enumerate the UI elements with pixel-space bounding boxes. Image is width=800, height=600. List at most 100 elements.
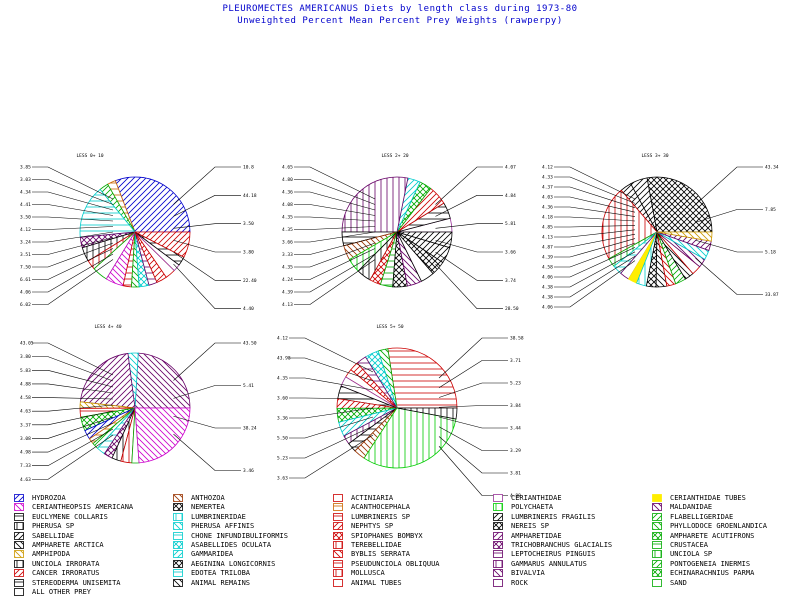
legend-item: ROCK <box>493 578 528 588</box>
slice-label: 3.33 <box>282 252 293 258</box>
leader-line <box>435 166 503 205</box>
leader-line <box>435 263 503 309</box>
slice-label: 5.83 <box>20 368 31 374</box>
slice-label: 4.35 <box>282 215 293 221</box>
slice-label: 4.63 <box>20 409 31 415</box>
slice-label: 4.36 <box>542 205 553 211</box>
slice-label: 4.06 <box>542 275 553 281</box>
legend-label: STEREODERMA UNISEMITA <box>32 578 121 587</box>
leader-line <box>32 356 114 382</box>
leader-line <box>173 385 241 399</box>
leader-line <box>435 223 503 229</box>
slice-label: 4.58 <box>542 265 553 271</box>
legend-item: CERIANTHIDAE TUBES <box>652 493 746 503</box>
legend-item: BIVALVIA <box>493 568 545 578</box>
leader-line <box>294 259 376 305</box>
slice-label: 3.44 <box>510 426 521 432</box>
legend-swatch <box>14 494 24 502</box>
leader-line <box>173 342 241 381</box>
leader-line <box>173 263 241 309</box>
leader-line <box>438 446 508 496</box>
leader-line <box>32 410 114 426</box>
legend-label: TRICHOBRANCHUS GLACIALIS <box>511 541 613 549</box>
slice-label: 4.87 <box>542 245 553 251</box>
slice-label: 38.58 <box>510 336 524 342</box>
slice-label: 44.18 <box>243 193 257 199</box>
slice-label: 4.88 <box>20 381 31 387</box>
leader-line <box>294 191 376 211</box>
leader-line <box>554 206 636 217</box>
legend-item: CHONE INFUNDIBULIFORMIS <box>173 531 288 541</box>
pie-3: LESS 3+ 30 4.12 4.33 4.37 4.03 4.36 4.18 4.85 4.… <box>542 153 779 311</box>
slice-label: 4.34 <box>20 190 31 196</box>
legend-swatch <box>493 559 503 568</box>
legend-swatch <box>493 578 503 587</box>
leader-line <box>554 233 636 248</box>
legend-swatch <box>652 503 662 512</box>
pie-slice <box>363 407 457 469</box>
legend-swatch <box>14 559 24 568</box>
legend-label: TEREBELLIDAE <box>351 541 402 549</box>
slice-label: 3.81 <box>510 471 521 477</box>
legend-swatch <box>333 503 343 512</box>
pie-slice <box>656 231 713 242</box>
leader-line <box>173 433 241 471</box>
slice-label: 4.38 <box>542 285 553 291</box>
legend-item: CERIANTHIDAE <box>493 493 562 503</box>
legend-swatch <box>14 578 24 587</box>
legend-swatch <box>14 588 24 596</box>
legend-swatch <box>333 494 343 502</box>
leader-line <box>32 216 114 222</box>
leader-line <box>289 337 374 373</box>
leader-line <box>32 191 114 211</box>
slice-label: 3.84 <box>510 403 521 409</box>
leader-line <box>32 226 114 230</box>
leader-line <box>32 248 114 280</box>
slice-label: 4.12 <box>542 165 553 171</box>
legend-label: ALL OTHER PREY <box>32 588 92 596</box>
pie-slice <box>134 231 191 258</box>
pie-2: LESS 2+ 20 4.65 4.80 4.36 4.08 4.35 4.35 3.66 3.… <box>282 153 519 312</box>
legend-item: STEREODERMA UNISEMITA <box>14 578 121 588</box>
legend-item: POLYCHAETA <box>493 502 553 512</box>
leader-line <box>438 382 508 398</box>
legend-label: AMPHARETE ACUTIFRONS <box>670 531 755 540</box>
leader-line <box>554 225 636 228</box>
slice-label: 3.71 <box>510 358 521 364</box>
pie-slice <box>646 176 713 233</box>
slice-label: 4.88 <box>510 493 521 499</box>
leader-line <box>695 239 763 253</box>
legend-label: AEGININA LONGICORNIS <box>191 559 276 568</box>
legend-label: PSEUDUNCIOLA OBLIQUUA <box>351 559 440 568</box>
legend-label: NEPHTYS SP <box>351 522 394 531</box>
legend-label: BIVALVIA <box>511 569 545 578</box>
chart-subtitle: Unweighted Percent Mean Percent Prey Wei… <box>237 16 563 26</box>
legend-label: BYBLIS SERRATA <box>351 550 411 559</box>
legend-item: TEREBELLIDAE <box>333 540 402 550</box>
slice-label: 3.80 <box>20 354 31 360</box>
leader-line <box>554 242 636 268</box>
legend-label: CRUSTACEA <box>670 541 708 549</box>
legend-item: ALL OTHER PREY <box>14 587 91 597</box>
legend-item: AMPHARETE ACUTIFRONS <box>652 531 754 541</box>
legend-swatch <box>173 531 183 540</box>
legend-swatch <box>493 494 503 502</box>
leader-line <box>32 383 114 394</box>
leader-line <box>32 342 114 376</box>
pie-slice <box>114 176 191 233</box>
slice-label: 3.50 <box>20 215 31 221</box>
legend-item: GAMMARUS ANNULATUS <box>493 559 587 569</box>
pie-title: LESS 0+ 10 <box>76 153 103 159</box>
legend-label: UNCIOLA SP <box>670 550 713 559</box>
legend-item: SABELLIDAE <box>14 531 74 541</box>
slice-label: 4.85 <box>542 225 553 231</box>
slice-label: 5.41 <box>243 383 254 389</box>
legend-label: NEMERTEA <box>191 503 225 512</box>
leader-line <box>294 253 376 293</box>
leader-line <box>289 425 374 459</box>
pie-slice <box>396 407 458 420</box>
legend-item: AMPHARETIDAE <box>493 531 562 541</box>
legend-item: ANIMAL TUBES <box>333 578 402 588</box>
slice-label: 5.23 <box>277 456 288 462</box>
